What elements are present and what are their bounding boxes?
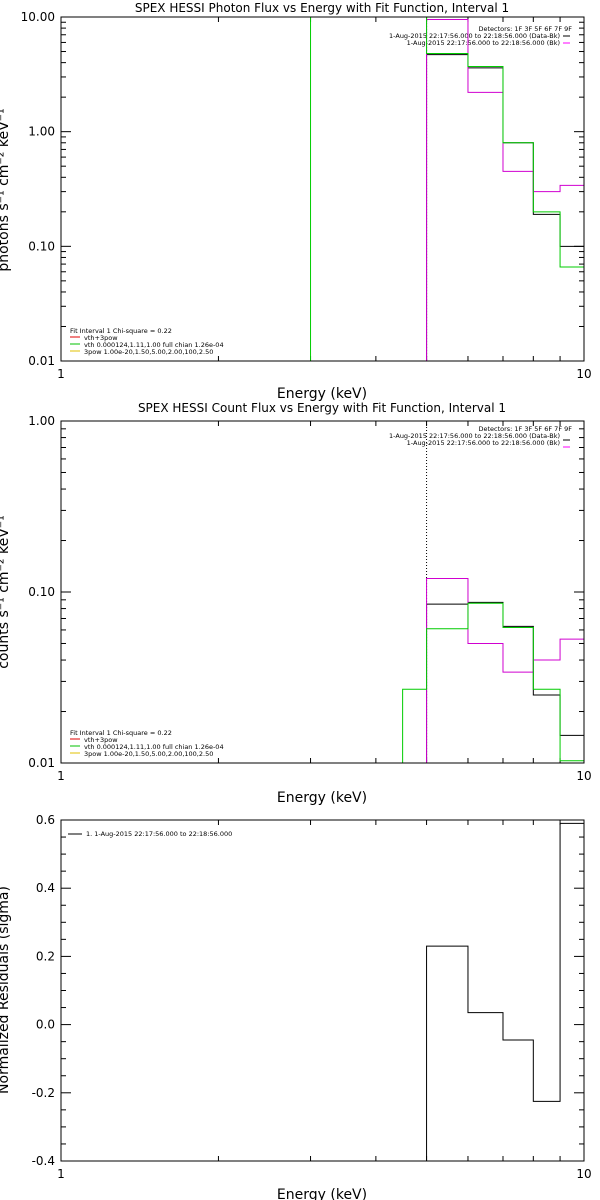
y-tick-label: 0.01: [28, 354, 55, 368]
series-line-1: [426, 577, 584, 763]
series-line-0: [426, 822, 584, 1161]
y-axis-label: counts s⁻¹ cm⁻² keV⁻¹: [0, 515, 12, 669]
y-tick-label: 1.00: [28, 125, 55, 139]
y-tick-label: 0.4: [36, 881, 55, 895]
x-axis-label: Energy (keV): [277, 790, 367, 806]
y-axis-label: photons s⁻¹ cm⁻² keV⁻¹: [0, 108, 12, 271]
x-tick-label: 1: [57, 1167, 65, 1181]
y-tick-label: 0.6: [36, 813, 55, 827]
data-bk-legend-label: 1-Aug-2015 22:17:56.000 to 22:18:56.000 …: [389, 432, 560, 440]
y-tick-label: -0.4: [32, 1154, 55, 1168]
x-axis-label: Energy (keV): [277, 1187, 367, 1200]
x-tick-label: 1: [57, 769, 65, 783]
plot-frame: [60, 16, 585, 362]
axis-ticks: [60, 17, 584, 362]
count-flux-panel: SPEX HESSI Count Flux vs Energy with Fit…: [0, 401, 592, 806]
x-tick-label: 10: [576, 1167, 591, 1181]
x-tick-label: 1: [57, 367, 65, 381]
series-line-0: [426, 54, 584, 361]
y-axis-label: Normalized Residuals (sigma): [0, 886, 12, 1094]
fit-legend-3pow: 3pow 1.00e-20,1.50,5.00,2.00,100,2.50: [84, 348, 213, 356]
y-tick-label: 0.01: [28, 756, 55, 770]
series-line-2: [402, 602, 584, 763]
x-tick-label: 10: [576, 367, 591, 381]
x-tick-label: 10: [576, 769, 591, 783]
photon-flux-panel: SPEX HESSI Photon Flux vs Energy with Fi…: [0, 1, 592, 402]
residual-legend-label: 1. 1-Aug-2015 22:17:56.000 to 22:18:56.0…: [86, 830, 232, 838]
fit-interval-label: Fit Interval 1 Chi-square = 0.22: [70, 327, 172, 335]
y-tick-label: 0.2: [36, 949, 55, 963]
plot-frame: [60, 819, 585, 1162]
plot-frame: [60, 420, 585, 764]
fit-interval-label: Fit Interval 1 Chi-square = 0.22: [70, 729, 172, 737]
y-tick-label: 1.00: [28, 414, 55, 428]
residuals-panel: Energy (keV) Normalized Residuals (sigma…: [0, 813, 592, 1200]
y-tick-label: -0.2: [32, 1086, 55, 1100]
series-line-1: [426, 19, 584, 361]
series-line-2: [310, 17, 584, 361]
x-axis-label: Energy (keV): [277, 386, 367, 402]
axis-ticks: [60, 421, 584, 764]
y-tick-label: 0.10: [28, 585, 55, 599]
fit-legend-3pow: 3pow 1.00e-20,1.50,5.00,2.00,100,2.50: [84, 750, 213, 758]
series-line-0: [426, 601, 584, 763]
fit-legend-total: vth+3pow: [84, 736, 118, 744]
fit-legend-vth: vth 0.000124,1.11,1.00 full chian 1.26e-…: [84, 743, 224, 751]
bk-legend-label: 1-Aug-2015 22:17:56.000 to 22:18:56.000 …: [407, 439, 560, 447]
data-bk-legend-label: 1-Aug-2015 22:17:56.000 to 22:18:56.000 …: [389, 32, 560, 40]
axis-ticks: [60, 819, 584, 1162]
detectors-label: Detectors: 1F 3F 5F 6F 7F 9F: [478, 25, 572, 33]
y-tick-label: 0.10: [28, 239, 55, 253]
chart-title: SPEX HESSI Count Flux vs Energy with Fit…: [138, 401, 506, 415]
bk-legend-label: 1-Aug-2015 22:17:56.000 to 22:18:56.000 …: [407, 39, 560, 47]
y-tick-label: 0.0: [36, 1018, 55, 1032]
detectors-label: Detectors: 1F 3F 5F 6F 7F 9F: [478, 425, 572, 433]
chart-title: SPEX HESSI Photon Flux vs Energy with Fi…: [135, 1, 509, 15]
fit-legend-vth: vth 0.000124,1.11,1.00 full chian 1.26e-…: [84, 341, 224, 349]
y-tick-label: 10.00: [21, 10, 55, 24]
fit-legend-total: vth+3pow: [84, 334, 118, 342]
